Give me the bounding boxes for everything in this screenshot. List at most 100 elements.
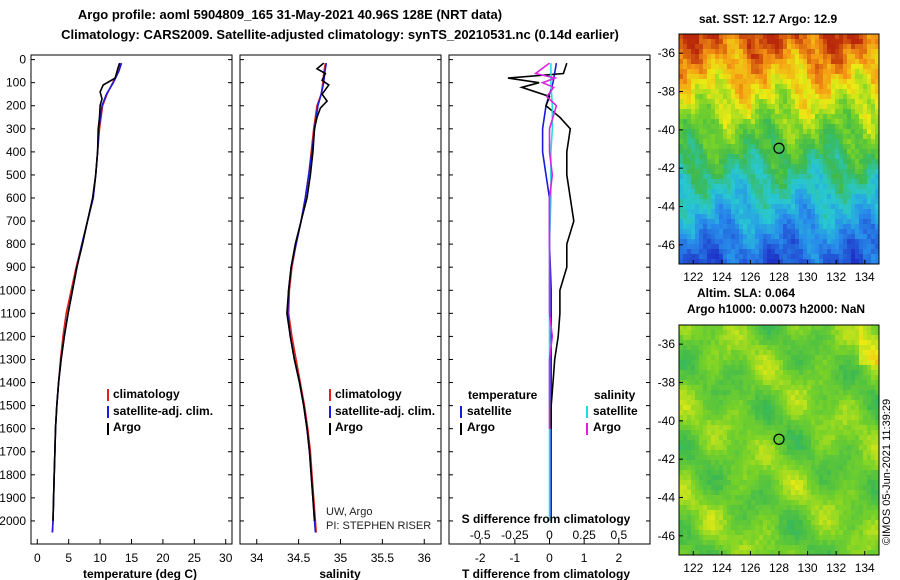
- map-cell: [791, 515, 796, 521]
- map-cell: [707, 330, 712, 336]
- map-cell: [799, 530, 804, 536]
- map-cell: [687, 430, 692, 436]
- map-cell: [739, 104, 744, 110]
- map-cell: [719, 395, 724, 401]
- map-cell: [875, 54, 880, 60]
- map-cell: [807, 134, 812, 140]
- map-cell: [815, 169, 820, 175]
- map-cell: [719, 229, 724, 235]
- map-cell: [723, 249, 728, 255]
- map-cell: [707, 460, 712, 466]
- map-cell: [875, 224, 880, 230]
- map-cell: [843, 460, 848, 466]
- map-cell: [775, 525, 780, 531]
- map-cell: [787, 375, 792, 381]
- map-cell: [755, 400, 760, 406]
- map-cell: [835, 109, 840, 115]
- map-cell: [859, 174, 864, 180]
- map-cell: [739, 475, 744, 481]
- map-cell: [855, 129, 860, 135]
- map-cell: [739, 445, 744, 451]
- map-cell: [783, 525, 788, 531]
- map-cell: [695, 184, 700, 190]
- map-cell: [779, 164, 784, 170]
- map-cell: [743, 525, 748, 531]
- map-cell: [747, 425, 752, 431]
- map-cell: [763, 420, 768, 426]
- map-cell: [751, 445, 756, 451]
- map-cell: [679, 259, 684, 265]
- map-cell: [711, 239, 716, 245]
- map-cell: [687, 249, 692, 255]
- map-cell: [799, 325, 804, 331]
- map-cell: [731, 229, 736, 235]
- map-cell: [871, 365, 876, 371]
- map-cell: [811, 199, 816, 205]
- map-cell: [699, 405, 704, 411]
- map-cell: [719, 154, 724, 160]
- map-cell: [735, 445, 740, 451]
- map-cell: [807, 500, 812, 506]
- map-cell: [691, 385, 696, 391]
- map-cell: [847, 129, 852, 135]
- map-cell: [795, 400, 800, 406]
- map-cell: [763, 94, 768, 100]
- map-cell: [755, 385, 760, 391]
- map-cell: [767, 470, 772, 476]
- map-cell: [795, 254, 800, 260]
- map-cell: [815, 234, 820, 240]
- map-cell: [755, 420, 760, 426]
- map-cell: [851, 204, 856, 210]
- map-cell: [811, 239, 816, 245]
- map-cell: [683, 229, 688, 235]
- map-cell: [835, 515, 840, 521]
- map-cell: [707, 440, 712, 446]
- map-cell: [767, 395, 772, 401]
- map-cell: [775, 435, 780, 441]
- map-cell: [759, 169, 764, 175]
- map-cell: [763, 470, 768, 476]
- map-cell: [679, 49, 684, 55]
- map-cell: [811, 330, 816, 336]
- map-cell: [735, 144, 740, 150]
- map-cell: [719, 189, 724, 195]
- map-cell: [823, 119, 828, 125]
- map-cell: [695, 535, 700, 541]
- map-cell: [767, 79, 772, 85]
- map-cell: [711, 450, 716, 456]
- map-cell: [731, 204, 736, 210]
- map-cell: [703, 174, 708, 180]
- map-cell: [719, 124, 724, 130]
- map-cell: [815, 54, 820, 60]
- map-cell: [723, 214, 728, 220]
- map-cell: [863, 209, 868, 215]
- map-cell: [691, 490, 696, 496]
- map-cell: [699, 335, 704, 341]
- map-cell: [755, 34, 760, 40]
- map-cell: [859, 159, 864, 165]
- map-cell: [695, 515, 700, 521]
- map-cell: [847, 460, 852, 466]
- map-cell: [699, 54, 704, 60]
- map-cell: [703, 214, 708, 220]
- map-cell: [695, 179, 700, 185]
- map-cell: [819, 455, 824, 461]
- depth-tick-label: 1500: [0, 399, 26, 413]
- map-cell: [699, 34, 704, 40]
- map-cell: [715, 370, 720, 376]
- map-cell: [723, 99, 728, 105]
- map-cell: [695, 244, 700, 250]
- map-cell: [735, 39, 740, 45]
- map-cell: [871, 129, 876, 135]
- map-cell: [699, 199, 704, 205]
- map-cell: [827, 380, 832, 386]
- map-cell: [687, 360, 692, 366]
- map-cell: [831, 229, 836, 235]
- map-cell: [691, 204, 696, 210]
- map-cell: [727, 380, 732, 386]
- map-cell: [691, 69, 696, 75]
- map-cell: [843, 239, 848, 245]
- map-cell: [735, 219, 740, 225]
- map-cell: [759, 465, 764, 471]
- map-cell: [803, 204, 808, 210]
